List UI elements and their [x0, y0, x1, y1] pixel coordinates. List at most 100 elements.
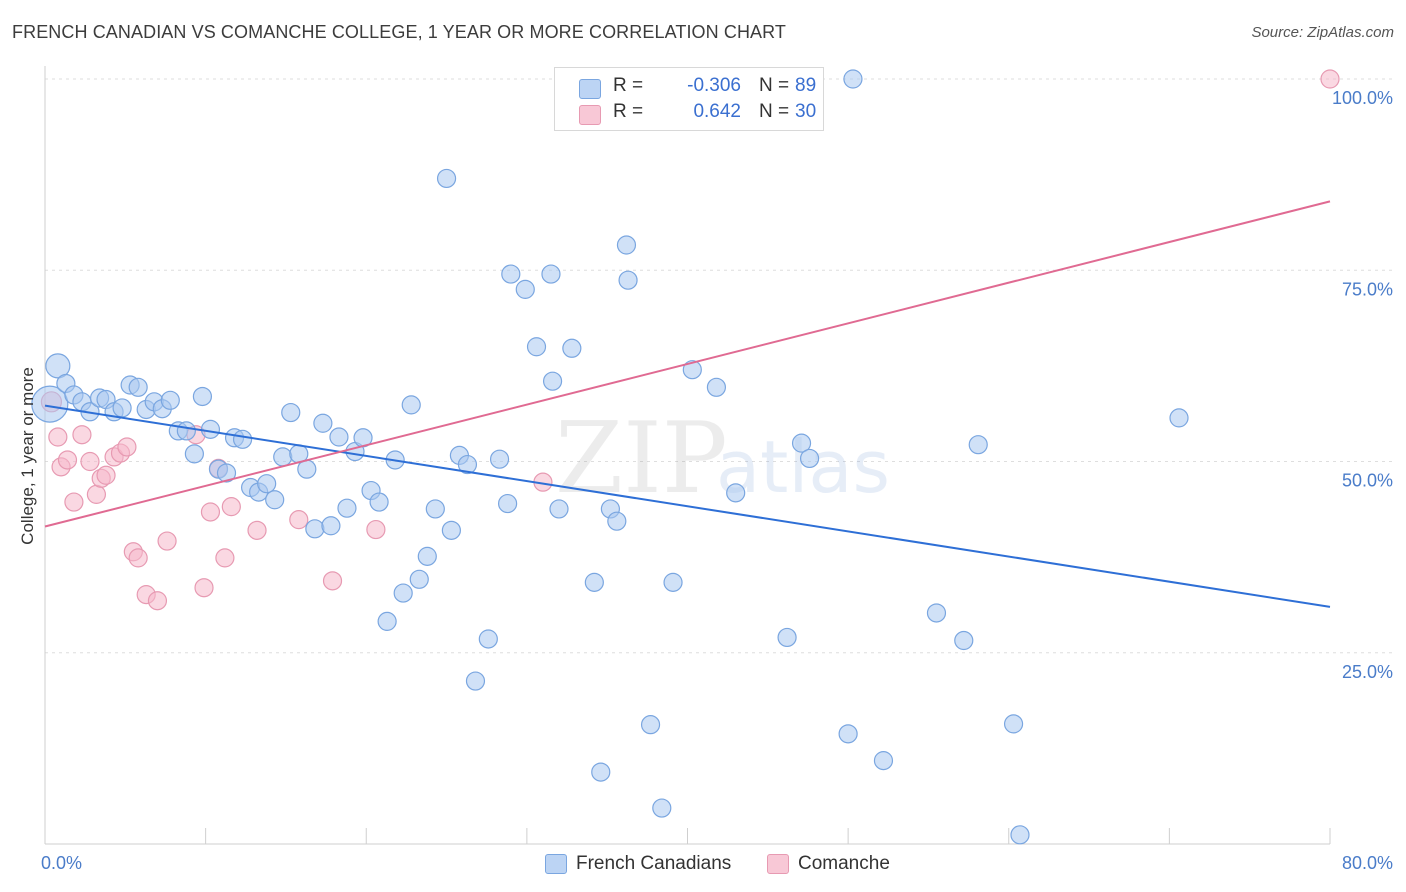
french-canadian-point	[498, 493, 518, 514]
french-canadian-point	[1003, 714, 1024, 734]
french-canadian-point	[640, 715, 661, 735]
french-canadian-point	[257, 474, 277, 494]
french-canadian-point	[200, 419, 221, 439]
comanche-point	[194, 578, 214, 598]
french-canadian-point	[663, 572, 683, 592]
comanche-point	[289, 510, 309, 530]
french-canadian-point	[273, 447, 293, 467]
legend-r-value: -0.306	[687, 75, 741, 96]
french-canadian-point	[515, 279, 535, 299]
french-canadian-point	[409, 569, 429, 589]
french-canadian-point	[542, 371, 563, 391]
french-canadian-point	[176, 421, 196, 441]
french-canadian-point	[607, 511, 627, 531]
y-axis-title: College, 1 year or more	[18, 367, 37, 545]
french-canadian-point	[112, 398, 132, 418]
legend-swatch-pink	[767, 854, 789, 874]
french-canadian-point	[457, 454, 478, 475]
comanche-point	[96, 465, 116, 485]
french-canadian-point	[128, 377, 148, 397]
french-canadian-point	[45, 353, 71, 379]
comanche-point	[221, 497, 241, 517]
source-label: Source: ZipAtlas.com	[1251, 24, 1394, 41]
y-tick-label: 50.0%	[1342, 471, 1393, 491]
comanche-point	[147, 591, 168, 611]
legend-r-value: 0.642	[693, 101, 741, 122]
comanche-points	[40, 69, 1340, 611]
watermark: ZIP atlas	[555, 402, 890, 516]
legend-swatch-blue	[545, 854, 567, 874]
french-canadian-point	[192, 386, 213, 407]
french-canadian-point	[281, 402, 301, 423]
legend-n-label: N =	[759, 75, 790, 96]
legend-n-value: 89	[795, 75, 817, 96]
comanche-point	[322, 571, 343, 591]
comanche-point	[64, 492, 84, 512]
legend-label-comanche: Comanche	[798, 853, 890, 874]
french-canadian-point	[305, 519, 325, 539]
french-canadian-point	[706, 377, 727, 397]
legend-swatch-blue	[579, 79, 601, 99]
french-canadian-point	[549, 499, 569, 519]
comanche-point	[80, 451, 100, 472]
legend-r-label: R =	[613, 101, 644, 122]
y-tick-label: 75.0%	[1342, 279, 1393, 299]
french-canadian-point	[616, 235, 637, 255]
french-canadian-point	[501, 264, 521, 284]
french-canadian-point	[417, 546, 437, 566]
french-canadian-point	[321, 516, 341, 536]
french-canadian-point	[562, 338, 582, 358]
french-canadian-point	[584, 572, 604, 592]
french-canadian-trend-line	[44, 404, 1331, 608]
axes: 25.0% 50.0% 75.0% 100.0% 0.0% 80.0%	[41, 66, 1393, 873]
comanche-point	[200, 502, 221, 522]
french-canadian-point	[526, 337, 547, 357]
french-canadian-point	[441, 520, 461, 540]
x-tick-label: 80.0%	[1342, 853, 1393, 873]
french-canadian-point	[1010, 825, 1030, 845]
comanche-point	[117, 437, 137, 457]
comanche-point	[247, 520, 267, 540]
series-legend: French Canadians Comanche	[0, 850, 1406, 880]
french-canadian-point	[216, 463, 237, 483]
french-canadian-point	[31, 385, 69, 423]
french-canadian-point	[1169, 408, 1189, 428]
y-tick-label: 100.0%	[1332, 88, 1393, 108]
french-canadian-point	[377, 611, 397, 631]
french-canadian-point	[436, 168, 457, 189]
french-canadian-point	[926, 603, 947, 623]
french-canadian-point	[618, 270, 638, 290]
correlation-legend: R = -0.306 N = 89 R = 0.642 N = 30	[554, 67, 824, 131]
french-canadian-point	[369, 492, 389, 512]
comanche-point	[48, 427, 68, 447]
comanche-point	[86, 484, 107, 504]
watermark-zip: ZIP	[555, 402, 728, 516]
french-canadian-point	[843, 69, 863, 89]
french-canadian-point	[682, 360, 702, 380]
grid-lines	[45, 78, 1393, 654]
french-canadian-point	[478, 629, 498, 649]
french-canadian-point	[777, 627, 797, 648]
french-canadian-point	[489, 449, 510, 469]
trend-lines	[44, 200, 1331, 608]
chart-title: FRENCH CANADIAN VS COMANCHE COLLEGE, 1 Y…	[12, 22, 787, 42]
french-canadian-point	[401, 395, 421, 415]
x-tick-label: 0.0%	[41, 853, 82, 873]
french-canadian-point	[591, 762, 611, 782]
french-canadian-point	[652, 798, 672, 818]
french-canadian-point	[838, 724, 858, 744]
legend-r-label: R =	[613, 75, 644, 96]
french-canadian-point	[799, 448, 820, 469]
comanche-point	[128, 548, 148, 568]
legend-label-french-canadians: French Canadians	[576, 853, 732, 874]
french-canadian-point	[313, 413, 333, 433]
comanche-point	[1320, 69, 1340, 89]
comanche-point	[366, 519, 386, 540]
comanche-trend-line	[44, 200, 1331, 528]
french-canadian-point	[232, 429, 253, 449]
legend-swatch-pink	[579, 105, 601, 125]
french-canadian-point	[337, 498, 357, 518]
comanche-point	[157, 531, 177, 551]
french-canadian-point	[329, 427, 349, 447]
